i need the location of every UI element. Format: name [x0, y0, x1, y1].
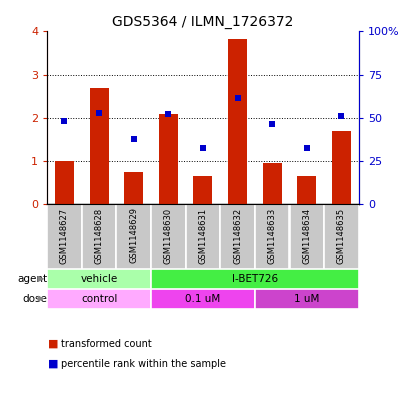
Text: GSM1148632: GSM1148632 [232, 208, 241, 264]
Bar [47, 204, 81, 269]
Point [96, 110, 102, 116]
Text: GSM1148629: GSM1148629 [129, 208, 138, 263]
Bar [124, 172, 143, 204]
Point [130, 136, 137, 143]
Bar [151, 289, 254, 309]
Bar [289, 204, 323, 269]
Bar [47, 289, 151, 309]
Text: I-BET726: I-BET726 [231, 274, 277, 284]
Point [199, 145, 206, 151]
Bar [151, 269, 358, 289]
Bar [116, 204, 151, 269]
Bar [158, 114, 178, 204]
Text: 0.1 uM: 0.1 uM [185, 294, 220, 304]
Bar [262, 163, 281, 204]
Bar [227, 39, 247, 204]
Text: GSM1148635: GSM1148635 [336, 208, 345, 264]
Point [234, 95, 240, 101]
Text: control: control [81, 294, 117, 304]
Bar [55, 161, 74, 204]
Bar [151, 204, 185, 269]
Text: GSM1148627: GSM1148627 [60, 208, 69, 264]
Text: dose: dose [22, 294, 47, 304]
Bar [220, 204, 254, 269]
Bar [89, 88, 108, 204]
Text: GSM1148628: GSM1148628 [94, 208, 103, 264]
Text: GSM1148631: GSM1148631 [198, 208, 207, 264]
Title: GDS5364 / ILMN_1726372: GDS5364 / ILMN_1726372 [112, 15, 293, 29]
Bar [324, 204, 358, 269]
Bar [297, 176, 316, 204]
Point [165, 110, 171, 117]
Point [61, 118, 67, 125]
Text: transformed count: transformed count [61, 339, 151, 349]
Text: percentile rank within the sample: percentile rank within the sample [61, 358, 225, 369]
Text: GSM1148630: GSM1148630 [164, 208, 173, 264]
Point [303, 145, 309, 151]
Text: ■: ■ [48, 339, 59, 349]
Text: ■: ■ [48, 358, 59, 369]
Text: vehicle: vehicle [80, 274, 117, 284]
Text: GSM1148634: GSM1148634 [301, 208, 310, 264]
Bar [254, 289, 358, 309]
Point [268, 121, 275, 127]
Bar [193, 176, 212, 204]
Bar [82, 204, 116, 269]
Bar [185, 204, 220, 269]
Point [337, 112, 344, 119]
Text: 1 uM: 1 uM [293, 294, 319, 304]
Bar [331, 131, 350, 204]
Text: agent: agent [17, 274, 47, 284]
Bar [254, 204, 289, 269]
Bar [47, 269, 151, 289]
Text: GSM1148633: GSM1148633 [267, 208, 276, 264]
